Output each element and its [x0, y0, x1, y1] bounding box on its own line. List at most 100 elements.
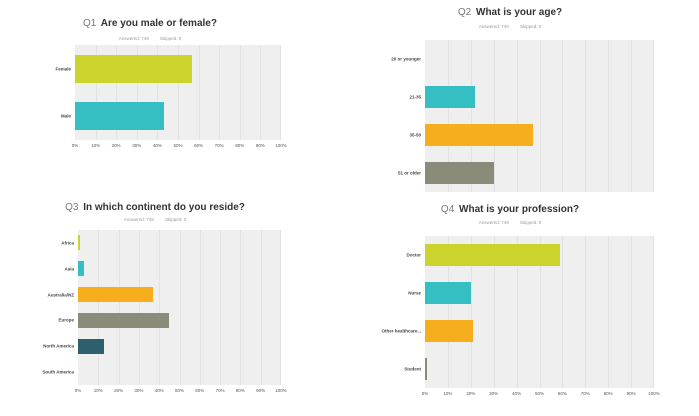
gridline: [178, 45, 179, 140]
category-label: North America: [43, 343, 74, 349]
x-tick-label: 60%: [194, 143, 204, 148]
category-label: Nurse: [408, 290, 421, 296]
x-tick-label: 90%: [256, 388, 266, 393]
answered-count: Answered: 749: [478, 220, 509, 225]
plot-area: [425, 236, 654, 388]
category-label: Europe: [58, 317, 74, 323]
response-stats: Answered: 749 Skipped: 0: [0, 217, 310, 222]
bar-other-healthcare: [425, 319, 474, 342]
gridline: [631, 236, 633, 388]
bar-male: [75, 102, 164, 131]
response-stats: Answered: 749 Skipped: 0: [350, 24, 670, 29]
bar-21-35: [425, 85, 476, 108]
category-label: Australia/NZ: [47, 291, 74, 297]
x-axis-ticks: 0% 10% 20% 30% 40% 50% 60% 70% 80% 90% 100%: [421, 391, 660, 399]
gridline: [95, 45, 97, 140]
question-text: What is your age?: [476, 7, 563, 18]
category-label: Africa: [61, 240, 74, 246]
chart-title: Q1 Are you male or female?: [0, 18, 300, 29]
category-label: Other healthcare...: [381, 328, 421, 334]
category-label: Male: [60, 113, 71, 119]
gridline: [198, 45, 200, 140]
gridline: [516, 236, 518, 388]
x-tick-label: 10%: [443, 391, 453, 396]
bar-australia-nz: [78, 287, 154, 303]
x-tick-label: 30%: [489, 391, 499, 396]
x-tick-label: 100%: [648, 391, 660, 396]
chart-panel-q4: Q4 What is your profession? Answered: 74…: [350, 200, 690, 416]
gridline: [516, 40, 518, 192]
category-label: 21-35: [409, 94, 421, 100]
gridline: [239, 45, 241, 140]
category-label: Student: [404, 366, 421, 372]
gridline: [608, 236, 610, 388]
gridline: [136, 45, 138, 140]
x-tick-label: 60%: [557, 391, 567, 396]
bar-student: [425, 357, 428, 380]
x-tick-label: 100%: [275, 388, 287, 393]
x-tick-label: 40%: [152, 143, 162, 148]
skipped-count: Skipped: 0: [520, 220, 542, 225]
x-tick-label: 70%: [214, 143, 224, 148]
chart-panel-q2: Q2 What is your age? Answered: 749 Skipp…: [350, 0, 690, 200]
x-tick-label: 90%: [626, 391, 636, 396]
gridline: [159, 230, 161, 385]
x-tick-label: 50%: [173, 143, 183, 148]
chart-title: Q4 What is your profession?: [350, 204, 670, 215]
x-tick-label: 70%: [580, 391, 590, 396]
question-text: In which continent do you reside?: [83, 202, 245, 213]
gridline: [240, 230, 242, 385]
category-label: Doctor: [406, 252, 422, 258]
bar-asia: [78, 261, 85, 277]
x-tick-label: 20%: [111, 143, 121, 148]
gridline: [539, 40, 541, 192]
x-tick-label: 60%: [195, 388, 205, 393]
gridline: [562, 236, 564, 388]
x-tick-label: 80%: [603, 391, 613, 396]
question-text: What is your profession?: [459, 204, 580, 215]
question-number: Q3: [65, 202, 79, 213]
chart-title: Q3 In which continent do you reside?: [0, 202, 310, 213]
gridline: [116, 45, 118, 140]
gridline: [493, 40, 495, 192]
gridline: [585, 236, 587, 388]
plot-area: [78, 230, 281, 385]
question-number: Q4: [440, 204, 455, 215]
bar-51-or-older: [425, 161, 494, 184]
gridline: [260, 230, 262, 385]
question-number: Q2: [457, 7, 472, 18]
x-tick-label: 50%: [174, 388, 185, 393]
bar-africa: [78, 235, 81, 251]
category-label: South America: [42, 369, 74, 375]
x-tick-label: 0%: [421, 391, 429, 396]
bar-nurse: [425, 281, 471, 304]
gridline: [631, 40, 633, 192]
gridline: [260, 45, 262, 140]
bar-35-50: [425, 123, 533, 146]
x-tick-label: 90%: [255, 143, 265, 148]
question-text: Are you male or female?: [100, 18, 217, 29]
answered-count: Answered: 749: [478, 24, 509, 29]
x-tick-label: 50%: [534, 391, 545, 396]
category-label: 51 or older: [397, 170, 421, 176]
gridline: [179, 230, 181, 385]
answered-count: Answered: 749: [123, 217, 154, 222]
bar-female: [75, 54, 193, 83]
category-label: 35-50: [409, 132, 421, 138]
x-tick-label: 80%: [235, 388, 245, 393]
category-label: Female: [55, 66, 71, 71]
response-stats: Answered: 749 Skipped: 0: [350, 220, 670, 225]
gridline: [470, 40, 472, 192]
gridline: [157, 45, 159, 140]
x-tick-label: 100%: [275, 143, 287, 148]
x-tick-label: 0%: [71, 143, 79, 148]
skipped-count: Skipped: 0: [165, 217, 187, 222]
gridline: [562, 40, 564, 192]
gridline: [470, 236, 472, 388]
gridline: [608, 40, 610, 192]
x-tick-label: 20%: [466, 391, 476, 396]
chart-panel-q3: Q3 In which continent do you reside? Ans…: [0, 200, 300, 416]
x-axis-ticks: 0% 10% 20% 30% 40% 50% 60% 70% 80% 90% 100%: [71, 143, 287, 151]
x-tick-label: 30%: [134, 388, 144, 393]
x-tick-label: 20%: [114, 388, 124, 393]
